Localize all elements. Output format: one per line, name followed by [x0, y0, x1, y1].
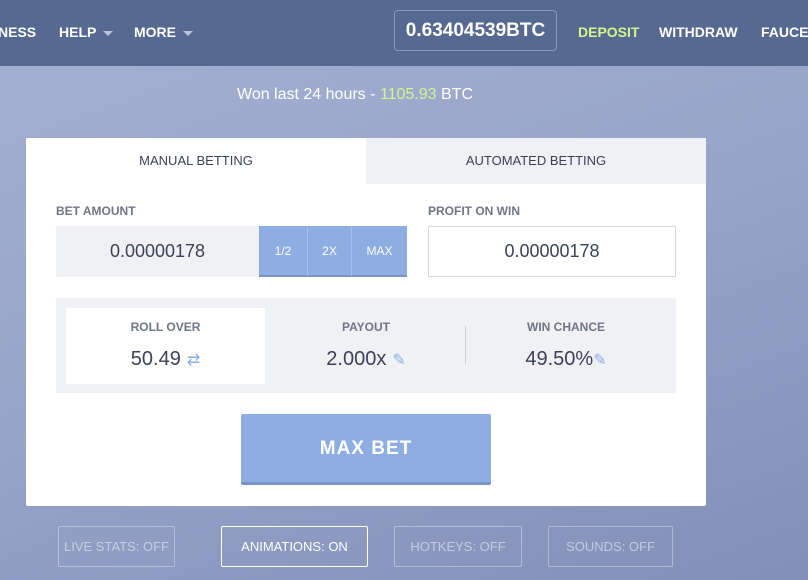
nav-label: HELP [59, 24, 97, 40]
roll-over-box[interactable]: ROLL OVER 50.49 ⇄ [66, 308, 265, 384]
profit-on-win-input[interactable]: 0.00000178 [428, 226, 676, 277]
edit-icon[interactable]: ✎ [593, 352, 607, 369]
double-bet-button[interactable]: 2X [307, 226, 351, 277]
max-amount-button[interactable]: MAX [351, 226, 407, 277]
nav-help[interactable]: HELP [59, 24, 114, 40]
chevron-down-icon [103, 30, 114, 36]
stats-panel: ROLL OVER 50.49 ⇄ PAYOUT 2.000x ✎ WIN CHAN… [56, 298, 676, 393]
tab-automated-betting[interactable]: AUTOMATED BETTING [366, 138, 706, 184]
won-last-24h: Won last 24 hours - 1105.93 BTC [0, 86, 710, 104]
nav-more[interactable]: MORE [134, 24, 193, 40]
nav-label: MORE [134, 24, 176, 40]
divider [465, 326, 466, 364]
nav-label: NESS [0, 24, 37, 40]
edit-icon[interactable]: ✎ [392, 352, 406, 369]
win-chance-value[interactable]: 49.50% [525, 348, 594, 370]
won-amount: 1105.93 [379, 86, 437, 103]
withdraw-link[interactable]: WITHDRAW [659, 24, 738, 40]
top-nav-bar: NESS HELP MORE 0.63404539BTC DEPOSIT WIT… [0, 0, 808, 66]
profit-label: PROFIT ON WIN [428, 204, 520, 218]
roll-over-value: 50.49 [130, 348, 181, 370]
balance-display[interactable]: 0.63404539BTC [394, 10, 557, 51]
animations-toggle[interactable]: ANIMATIONS: ON [221, 526, 368, 567]
won-unit: BTC [436, 86, 473, 103]
chevron-down-icon [183, 30, 193, 36]
payout-value[interactable]: 2.000x [326, 348, 387, 370]
sounds-toggle[interactable]: SOUNDS: OFF [548, 526, 673, 567]
bet-amount-input[interactable]: 0.00000178 [56, 226, 259, 277]
half-bet-button[interactable]: 1/2 [259, 226, 307, 277]
swap-arrows-icon[interactable]: ⇄ [186, 352, 201, 369]
max-bet-button[interactable]: MAX BET [241, 414, 491, 485]
hotkeys-toggle[interactable]: HOTKEYS: OFF [394, 526, 522, 567]
betting-panel: MANUAL BETTING AUTOMATED BETTING BET AMO… [26, 138, 706, 506]
payout-box: PAYOUT 2.000x ✎ [266, 308, 466, 384]
deposit-link[interactable]: DEPOSIT [578, 24, 640, 40]
bet-amount-label: BET AMOUNT [56, 204, 136, 218]
win-chance-label: WIN CHANCE [527, 320, 605, 334]
live-stats-toggle[interactable]: LIVE STATS: OFF [58, 526, 175, 567]
tab-manual-betting[interactable]: MANUAL BETTING [26, 138, 366, 184]
win-chance-box: WIN CHANCE 49.50%✎ [466, 308, 666, 384]
roll-over-label: ROLL OVER [130, 320, 201, 334]
won-prefix: Won last 24 hours - [237, 86, 380, 103]
nav-business[interactable]: NESS [0, 24, 36, 40]
faucet-link[interactable]: FAUCET [761, 24, 808, 40]
payout-label: PAYOUT [341, 320, 390, 334]
